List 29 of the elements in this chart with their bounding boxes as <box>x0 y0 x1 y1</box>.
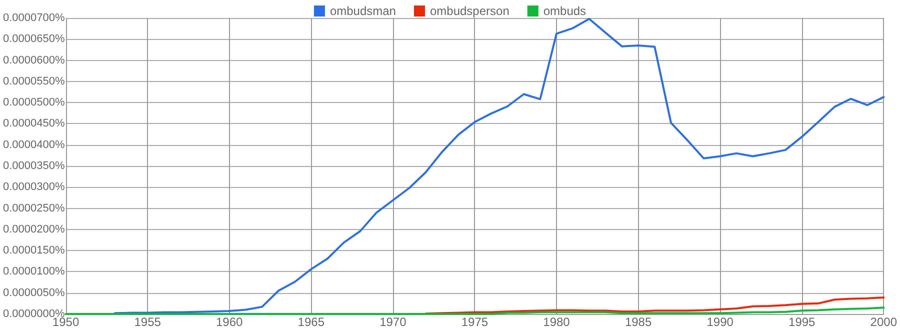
y-tick-label: 0.0000050% <box>2 286 65 299</box>
x-tick-label: 1980 <box>543 315 570 329</box>
y-tick-label: 0.0000250% <box>2 202 65 214</box>
y-tick-label: 0.0000600% <box>2 54 65 66</box>
x-tick-label: 1985 <box>624 315 652 329</box>
y-tick-label: 0.0000500% <box>2 96 65 109</box>
x-tick-label: 1965 <box>298 315 325 329</box>
x-tick-label: 1995 <box>788 315 816 329</box>
x-tick-label: 2000 <box>870 315 898 329</box>
y-tick-label: 0.0000700% <box>2 12 65 24</box>
x-tick-label: 1970 <box>380 315 407 329</box>
y-tick-label: 0.0000550% <box>2 75 65 88</box>
y-tick-label: 0.0000350% <box>2 160 65 172</box>
line-series <box>114 18 885 314</box>
legend-label: ombuds <box>543 4 586 18</box>
y-tick-label: 0.0000400% <box>2 138 65 151</box>
legend-label: ombudsman <box>330 4 396 18</box>
x-tick-label: 1955 <box>134 315 162 329</box>
x-tick-label: 1975 <box>461 315 488 329</box>
x-tick-label: 1960 <box>216 315 244 329</box>
legend-label: ombudsperson <box>430 4 510 18</box>
y-tick-label: 0.0000100% <box>2 266 65 278</box>
line-series <box>424 296 885 315</box>
y-tick-label: 0.0000300% <box>2 181 65 194</box>
x-tick-label: 1990 <box>706 315 734 329</box>
y-tick-label: 0.0000200% <box>2 223 65 236</box>
y-tick-label: 0.0000650% <box>2 33 65 46</box>
y-tick-label: 0.0000150% <box>2 244 65 257</box>
y-tick-label: 0.0000450% <box>2 118 65 130</box>
